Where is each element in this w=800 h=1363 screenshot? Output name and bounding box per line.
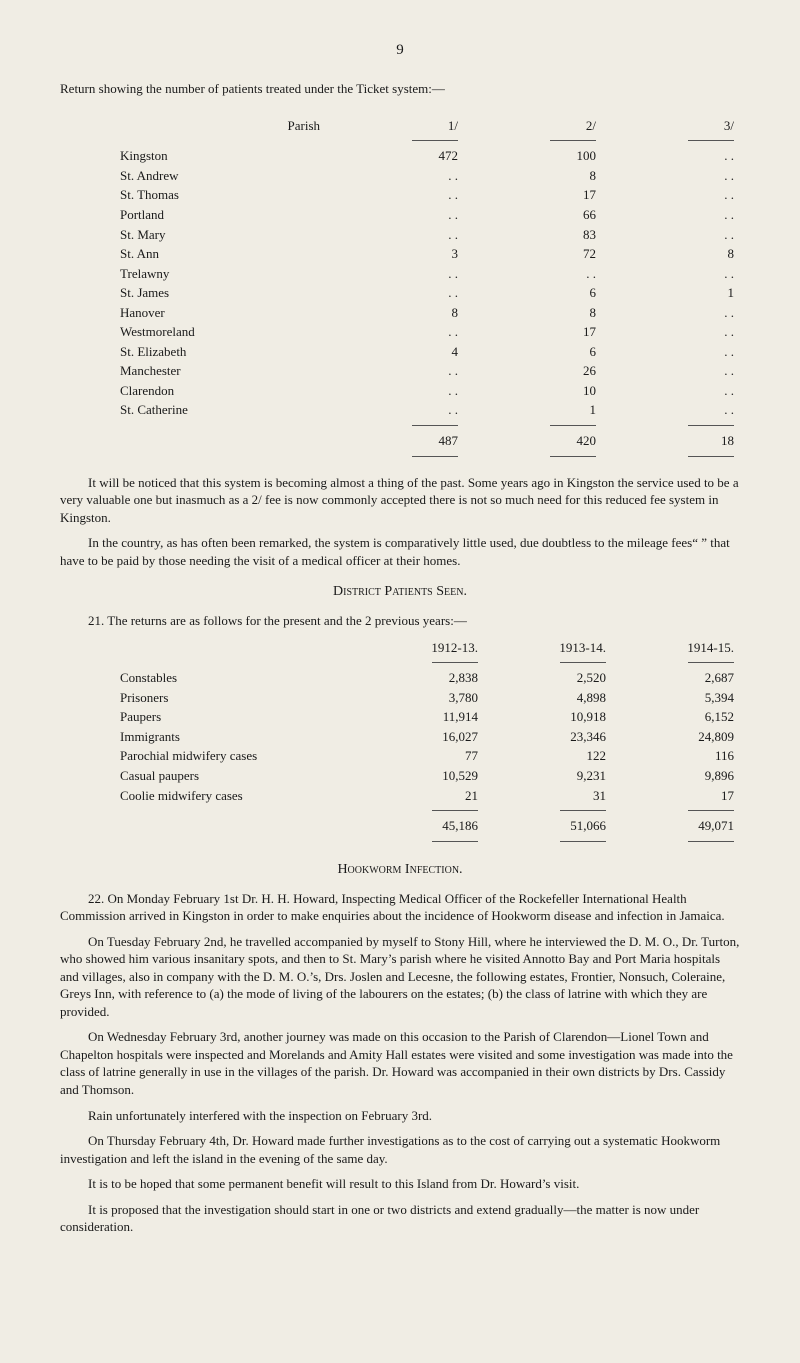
table-row: St. Thomas. .17. . (60, 185, 740, 205)
col-3: 3/ (602, 116, 740, 136)
body-paragraph: It will be noticed that this system is b… (60, 474, 740, 527)
ticket-total-2: 420 (464, 431, 602, 451)
table-row: Portland. .66. . (60, 205, 740, 225)
district-total-1914: 49,071 (612, 816, 740, 836)
col-2: 2/ (464, 116, 602, 136)
table-row: Immigrants16,02723,34624,809 (60, 727, 740, 747)
table-row: St. Mary. .83. . (60, 225, 740, 245)
district-total-1913: 51,066 (484, 816, 612, 836)
col-1912: 1912-13. (356, 638, 484, 658)
ticket-totals-row: 487 420 18 (60, 431, 740, 451)
col-1913: 1913-14. (484, 638, 612, 658)
table-row: Manchester. .26. . (60, 361, 740, 381)
table-row: Coolie midwifery cases213117 (60, 786, 740, 806)
body-paragraph: In the country, as has often been remark… (60, 534, 740, 569)
ticket-total-3: 18 (602, 431, 740, 451)
body-paragraph: It is to be hoped that some permanent be… (60, 1175, 740, 1193)
district-patients-table: 1912-13. 1913-14. 1914-15. Constables2,8… (60, 638, 740, 847)
district-total-1912: 45,186 (356, 816, 484, 836)
table-row: Clarendon. .10. . (60, 381, 740, 401)
body-paragraph: On Thursday February 4th, Dr. Howard mad… (60, 1132, 740, 1167)
table-row: Hanover88. . (60, 303, 740, 323)
body-paragraph: Rain unfortunately interfered with the i… (60, 1107, 740, 1125)
ticket-intro: Return showing the number of patients tr… (60, 80, 740, 98)
body-paragraph: On Tuesday February 2nd, he travelled ac… (60, 933, 740, 1021)
table-row: St. Andrew. .8. . (60, 166, 740, 186)
district-totals-row: 45,186 51,066 49,071 (60, 816, 740, 836)
table-row: Parochial midwifery cases77122116 (60, 746, 740, 766)
table-row: St. Ann3728 (60, 244, 740, 264)
col-1: 1/ (326, 116, 464, 136)
district-intro: 21. The returns are as follows for the p… (60, 612, 740, 630)
ticket-system-table: Parish 1/ 2/ 3/ Kingston472100. . St. An… (60, 116, 740, 462)
table-row: Kingston472100. . (60, 146, 740, 166)
district-heading: District Patients Seen. (60, 583, 740, 602)
table-row: Westmoreland. .17. . (60, 322, 740, 342)
body-paragraph: It is proposed that the investigation sh… (60, 1201, 740, 1236)
table-row: Constables2,8382,5202,687 (60, 668, 740, 688)
col-parish: Parish (60, 116, 326, 136)
col-1914: 1914-15. (612, 638, 740, 658)
body-paragraph: 22. On Monday February 1st Dr. H. H. How… (60, 890, 740, 925)
hookworm-heading: Hookworm Infection. (60, 861, 740, 880)
table-row: St. Catherine. .1. . (60, 400, 740, 420)
table-row: Paupers11,91410,9186,152 (60, 707, 740, 727)
table-row: Trelawny. .. .. . (60, 264, 740, 284)
page-number: 9 (60, 40, 740, 60)
table-row: St. James. .61 (60, 283, 740, 303)
table-row: Prisoners3,7804,8985,394 (60, 688, 740, 708)
body-paragraph: On Wednesday February 3rd, another journ… (60, 1028, 740, 1098)
table-row: Casual paupers10,5299,2319,896 (60, 766, 740, 786)
table-row: St. Elizabeth46. . (60, 342, 740, 362)
ticket-total-1: 487 (326, 431, 464, 451)
